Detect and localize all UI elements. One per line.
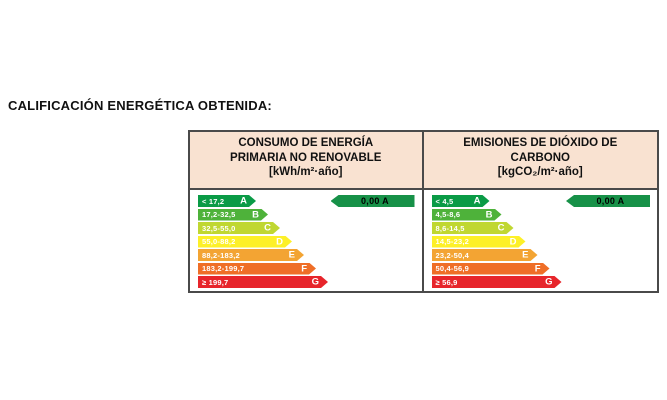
- scale-range: ≥ 56,9: [435, 277, 458, 287]
- scale-letter: F: [534, 262, 541, 274]
- scale-range: 4,5-8,6: [435, 210, 461, 219]
- scale-arrow-b: 4,5-8,6 B: [432, 209, 502, 221]
- scale-letter: B: [252, 208, 259, 220]
- scale-arrow-f: 183,2-199,7 F: [198, 263, 316, 275]
- scale-arrow-a: < 4,5 A: [432, 195, 490, 207]
- scale-range: 50,4-56,9: [435, 264, 469, 273]
- scale-arrow-a: < 17,2 A: [198, 195, 256, 207]
- scale-letter: G: [311, 276, 319, 288]
- scale-range: < 17,2: [202, 196, 225, 206]
- scale-arrow-e: 23,2-50,4 E: [432, 249, 538, 261]
- scale-letter: G: [545, 276, 553, 288]
- rating-indicator-arrow-consumo: 0,00 A: [330, 195, 415, 207]
- header-line-2: PRIMARIA NO RENOVABLE: [230, 151, 382, 164]
- rating-indicator-value: 0,00 A: [596, 196, 625, 206]
- scale-letter: A: [240, 195, 247, 207]
- column-header-consumo: CONSUMO DE ENERGÍA PRIMARIA NO RENOVABLE…: [190, 132, 422, 190]
- scale-arrow-c: 8,6-14,5 C: [432, 222, 514, 234]
- scale-range: 23,2-50,4: [435, 250, 469, 260]
- energy-rating-table: CONSUMO DE ENERGÍA PRIMARIA NO RENOVABLE…: [188, 130, 659, 293]
- scale-range: 8,6-14,5: [435, 223, 465, 233]
- rating-scale-consumo: < 17,2 A 17,2-32,5 B 32,5-55,0 C 55,0-88,2 D 88,…: [190, 190, 422, 291]
- scale-arrow-g: ≥ 199,7 G: [198, 276, 328, 288]
- scale-rows-emisiones: < 4,5 A 4,5-8,6 B 8,6-14,5 C 14,5-23,2 D 23,2-50…: [432, 195, 658, 288]
- rating-indicator-arrow-emisiones: 0,00 A: [566, 195, 650, 207]
- scale-rows-consumo: < 17,2 A 17,2-32,5 B 32,5-55,0 C 55,0-88,2 D 88,…: [198, 195, 422, 288]
- scale-range: ≥ 199,7: [202, 277, 229, 287]
- scale-range: 183,2-199,7: [202, 264, 245, 273]
- scale-arrow-f: 50,4-56,9 F: [432, 263, 550, 275]
- header-unit: [kgCO₂/m²·año]: [497, 166, 583, 178]
- rating-scale-emisiones: < 4,5 A 4,5-8,6 B 8,6-14,5 C 14,5-23,2 D 23,2-50…: [423, 190, 658, 291]
- scale-arrow-b: 17,2-32,5 B: [198, 209, 268, 221]
- scale-range: < 4,5: [435, 196, 454, 206]
- scale-arrow-d: 14,5-23,2 D: [432, 236, 526, 248]
- scale-letter: C: [497, 222, 505, 234]
- scale-range: 55,0-88,2: [202, 237, 236, 246]
- scale-letter: D: [276, 235, 283, 247]
- scale-arrow-g: ≥ 56,9 G: [432, 276, 562, 288]
- header-unit: [kWh/m²·año]: [269, 166, 343, 178]
- header-line-2: CARBONO: [510, 151, 570, 164]
- scale-arrow-c: 32,5-55,0 C: [198, 222, 280, 234]
- scale-letter: C: [264, 222, 271, 234]
- scale-letter: E: [522, 249, 529, 261]
- scale-letter: A: [473, 195, 481, 207]
- scale-letter: F: [301, 262, 307, 274]
- header-line-1: EMISIONES DE DIÓXIDO DE: [463, 137, 618, 149]
- header-line-1: CONSUMO DE ENERGÍA: [238, 137, 374, 149]
- scale-range: 32,5-55,0: [202, 223, 236, 233]
- scale-letter: B: [485, 208, 493, 220]
- scale-range: 88,2-183,2: [202, 250, 240, 260]
- column-header-emisiones: EMISIONES DE DIÓXIDO DE CARBONO [kgCO₂/m…: [423, 132, 657, 190]
- column-consumo-energia: CONSUMO DE ENERGÍA PRIMARIA NO RENOVABLE…: [190, 132, 424, 291]
- rating-indicator-value: 0,00 A: [361, 196, 389, 206]
- scale-range: 17,2-32,5: [202, 210, 236, 219]
- scale-arrow-d: 55,0-88,2 D: [198, 236, 292, 248]
- scale-range: 14,5-23,2: [435, 237, 469, 246]
- column-emisiones-co2: EMISIONES DE DIÓXIDO DE CARBONO [kgCO₂/m…: [423, 132, 658, 291]
- scale-letter: D: [509, 235, 517, 247]
- scale-arrow-e: 88,2-183,2 E: [198, 249, 304, 261]
- page-title: CALIFICACIÓN ENERGÉTICA OBTENIDA:: [8, 98, 272, 113]
- scale-letter: E: [288, 249, 295, 261]
